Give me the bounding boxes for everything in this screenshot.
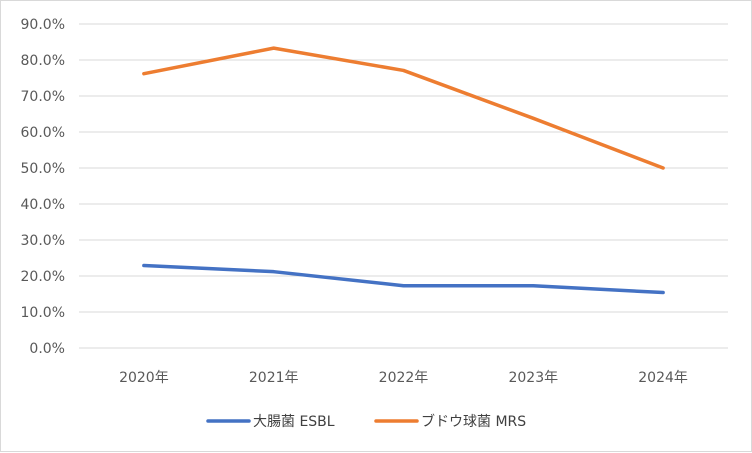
data-point [142, 264, 146, 268]
x-axis-tick-labels: 2020年 2021年 2022年 2023年 2024年 [119, 370, 688, 386]
y-tick-label: 90.0% [21, 17, 65, 33]
data-point [402, 68, 405, 72]
x-tick-label: 2022年 [379, 370, 429, 386]
gridlines [79, 23, 728, 349]
y-tick-label: 70.0% [21, 89, 65, 105]
x-tick-label: 2024年 [638, 370, 688, 386]
data-point [272, 270, 276, 274]
data-point [272, 46, 276, 50]
data-point [531, 284, 535, 288]
y-tick-label: 40.0% [21, 197, 65, 213]
y-tick-label: 10.0% [21, 305, 65, 321]
x-tick-label: 2023年 [508, 370, 558, 386]
data-point [661, 291, 665, 295]
y-tick-label: 80.0% [21, 53, 65, 69]
y-tick-label: 60.0% [21, 125, 65, 141]
y-axis-tick-labels: 0.0% 10.0% 20.0% 30.0% 40.0% 50.0% 60.0% 70.0% 8… [21, 17, 65, 357]
x-tick-label: 2020年 [119, 370, 169, 386]
series-line-1 [142, 263, 665, 295]
data-point [402, 284, 405, 288]
data-point [661, 166, 665, 170]
y-tick-label: 20.0% [21, 269, 65, 285]
series-line-2 [142, 46, 665, 170]
legend-label: ブドウ球菌 MRS [421, 413, 526, 430]
data-point [531, 116, 535, 120]
y-tick-label: 50.0% [21, 161, 65, 177]
y-tick-label: 30.0% [21, 233, 65, 249]
series-lines [142, 46, 665, 295]
y-tick-label: 0.0% [29, 341, 65, 357]
x-tick-label: 2021年 [249, 370, 299, 386]
data-point [142, 72, 146, 76]
legend-label: 大腸菌 ESBL [253, 414, 335, 430]
legend: 大腸菌 ESBL ブドウ球菌 MRS [206, 413, 526, 430]
